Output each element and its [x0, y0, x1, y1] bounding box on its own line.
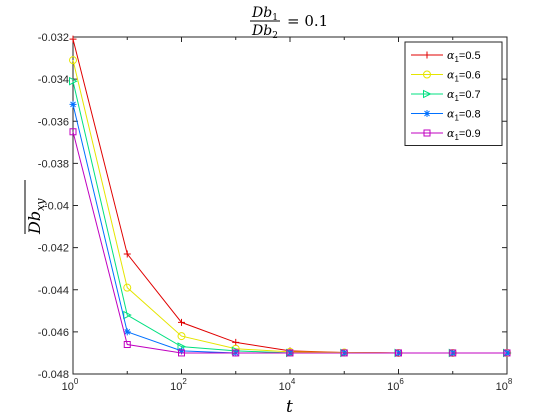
y-axis-label-base: Db	[25, 211, 44, 235]
plot-axes: -0.032 -0.034 -0.036 -0.038 -0.04 -0.042 -0.04…	[38, 32, 513, 393]
series-4-point	[69, 128, 77, 136]
legend-label-3: α1=0.8	[447, 108, 481, 123]
y-tick-label: -0.034	[38, 74, 69, 86]
chart-title: Db1 Db2 = 0.1	[250, 5, 328, 41]
series-4-point	[123, 341, 131, 349]
svg-text:Dbxy: Dbxy	[25, 198, 47, 235]
series-3-point	[178, 347, 185, 355]
title-numerator-base: Db	[251, 5, 272, 21]
y-tick-label: -0.044	[38, 285, 69, 297]
y-axis-label: Dbxy	[24, 180, 47, 235]
series-3-point	[69, 100, 77, 108]
y-tick-label: -0.036	[38, 116, 69, 128]
plot-series	[69, 35, 512, 358]
series-4-point	[503, 349, 511, 357]
svg-text:Db1: Db1	[251, 5, 278, 23]
y-tick-label: -0.038	[38, 158, 69, 170]
x-tick-label: 102	[170, 377, 187, 393]
legend-marker-3	[423, 110, 431, 117]
legend-marker-1	[423, 70, 431, 79]
y-tick-label: -0.032	[38, 32, 69, 44]
x-axis-label: t	[286, 397, 293, 417]
series-4-point	[340, 349, 348, 357]
series-2-point	[69, 76, 78, 86]
x-tick-label: 104	[279, 377, 296, 393]
series-line-4	[72, 131, 507, 354]
legend: α1=0.5 α1=0.6 α1=0.7 α1=0.8 α1=0.9	[404, 41, 503, 146]
title-numerator-sub: 1	[272, 13, 278, 23]
series-4-point	[449, 349, 457, 357]
title-rhs: = 0.1	[287, 12, 328, 30]
series-4-point	[178, 349, 185, 357]
series-0-point	[123, 250, 131, 258]
legend-label-0: α1=0.5	[447, 49, 481, 64]
series-0-point	[178, 318, 185, 326]
title-denominator-sub: 2	[272, 31, 278, 41]
y-tick-label: -0.048	[38, 369, 69, 381]
series-1-point	[69, 56, 77, 65]
x-tick-label: 100	[62, 377, 79, 393]
x-tick-label: 106	[387, 377, 404, 393]
series-0-point	[69, 35, 77, 43]
series-2-point	[123, 310, 132, 320]
x-tick-label: 108	[496, 377, 513, 393]
legend-marker-4	[423, 129, 431, 137]
y-axis-label-sub: xy	[34, 198, 47, 211]
y-tick-label: -0.046	[38, 327, 69, 339]
legend-label-1: α1=0.6	[447, 69, 481, 84]
series-1-point	[123, 283, 132, 292]
y-tick-label: -0.042	[38, 243, 69, 255]
legend-label-2: α1=0.7	[447, 88, 481, 103]
title-denominator-base: Db	[251, 23, 272, 39]
series-4-point	[232, 349, 240, 357]
svg-text:Db2: Db2	[251, 23, 278, 41]
legend-marker-0	[423, 51, 431, 59]
legend-marker-2	[423, 89, 432, 99]
series-4-point	[286, 349, 294, 357]
series-3-point	[123, 328, 131, 336]
series-1-point	[177, 332, 186, 341]
legend-label-4: α1=0.9	[447, 127, 481, 142]
series-4-point	[395, 349, 402, 357]
y-tick-label: -0.04	[44, 201, 69, 213]
